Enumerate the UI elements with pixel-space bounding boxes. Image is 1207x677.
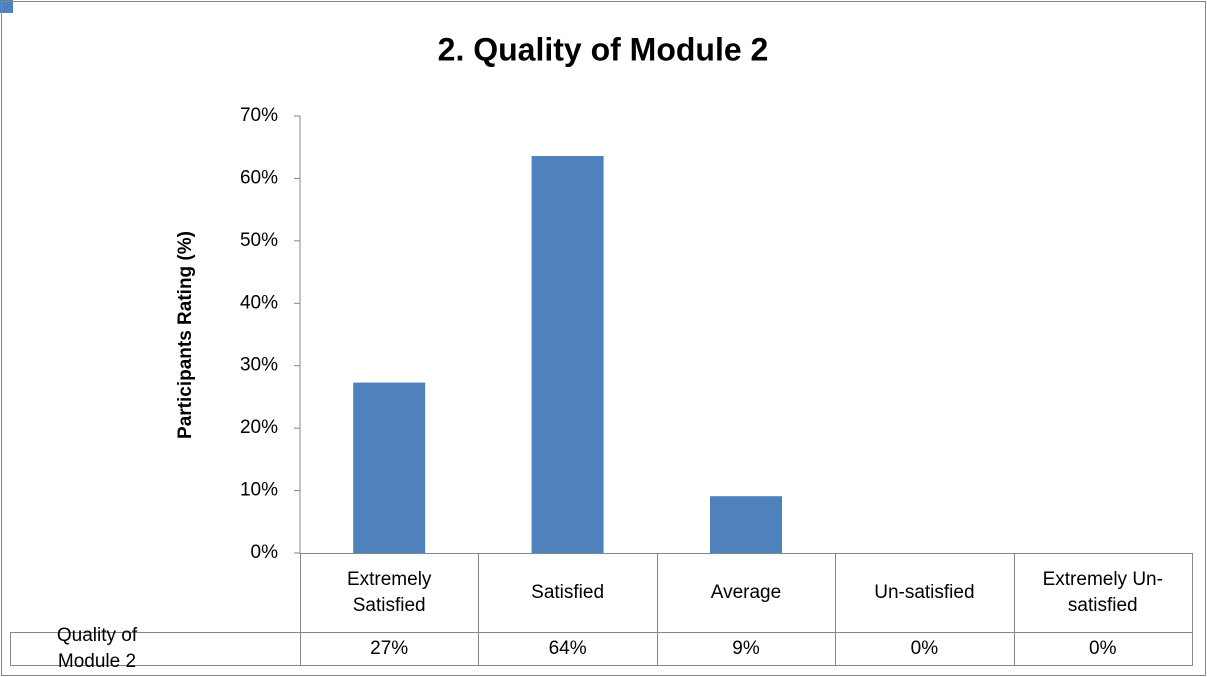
bar	[710, 496, 782, 553]
data-label: 0%	[1014, 632, 1192, 665]
table-line	[300, 553, 1193, 554]
table-line	[835, 553, 837, 665]
table-line	[300, 553, 301, 665]
data-label: 64%	[478, 632, 656, 665]
y-tick-label: 60%	[240, 167, 278, 188]
data-label: 9%	[657, 632, 835, 665]
x-tick-label: Average	[657, 553, 835, 632]
data-label-text: 9%	[732, 637, 760, 659]
x-tick-label: Satisfied	[478, 553, 656, 632]
y-tick-label: 30%	[240, 355, 278, 376]
x-tick-label-text: Extremely Un-satisfied	[1042, 568, 1163, 616]
x-tick-label-text: Un-satisfied	[874, 581, 975, 603]
y-tick-label: 20%	[240, 417, 278, 438]
y-tick-label: 70%	[240, 105, 278, 126]
y-axis-label: Participants Rating (%)	[175, 231, 196, 439]
table-line	[656, 553, 658, 665]
y-tick-label: 40%	[240, 292, 278, 313]
table-line	[1192, 553, 1193, 665]
data-label-text: 27%	[370, 637, 409, 659]
legend-swatch	[0, 0, 13, 13]
y-tick-label: 0%	[251, 542, 279, 563]
x-tick-label: Extremely Un-satisfied	[1014, 553, 1192, 632]
chart-title: 2. Quality of Module 2	[438, 31, 769, 67]
data-label-text: 64%	[548, 637, 587, 659]
table-line	[10, 632, 1193, 633]
x-tick-label: Extremely Satisfied	[300, 553, 478, 632]
x-tick-label-text: Average	[710, 581, 782, 603]
y-tick-label: 50%	[240, 230, 278, 251]
legend-label-text: Quality of Module 2	[56, 624, 138, 672]
x-tick-label-text: Satisfied	[531, 581, 605, 603]
bar	[531, 155, 604, 553]
data-label-text: 0%	[1089, 637, 1117, 659]
table-line	[1013, 553, 1015, 665]
table-line	[10, 665, 1193, 666]
y-tick-label: 10%	[240, 480, 278, 501]
data-label-text: 0%	[910, 637, 939, 659]
x-tick-label-text: Extremely Satisfied	[346, 568, 432, 616]
data-label: 27%	[300, 632, 478, 665]
data-label: 0%	[835, 632, 1013, 665]
x-tick-label: Un-satisfied	[835, 553, 1013, 632]
legend-label: Quality of Module 2	[32, 625, 298, 672]
table-line	[478, 553, 480, 665]
table-line	[10, 632, 11, 665]
bar	[353, 382, 426, 553]
